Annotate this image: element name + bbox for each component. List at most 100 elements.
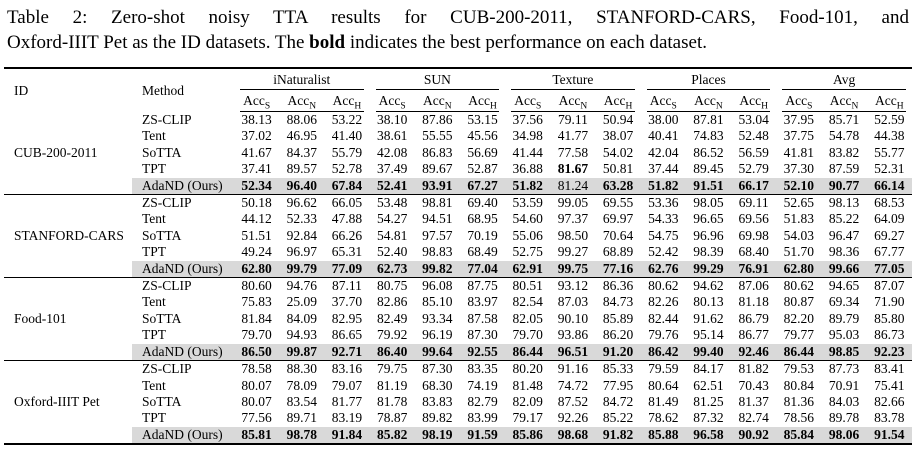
acc-value: 68.40 bbox=[738, 244, 769, 260]
table-row: SoTTA 80.07 83.54 81.77 81.78 83.83 82.79 82.09… bbox=[4, 394, 912, 410]
acc-value: 70.64 bbox=[602, 227, 634, 243]
metric-subscript: N bbox=[309, 101, 317, 112]
acc-value: 83.41 bbox=[866, 360, 912, 378]
acc-value: 54.27 bbox=[376, 211, 408, 227]
acc-value: 96.96 bbox=[693, 227, 724, 243]
acc-value: 77.09 bbox=[324, 260, 370, 278]
acc-value: 41.77 bbox=[557, 128, 589, 144]
acc-value: 96.19 bbox=[422, 327, 453, 343]
acc-value: 37.75 bbox=[783, 128, 815, 144]
acc-value: 90.77 bbox=[821, 177, 867, 195]
acc-value: 74.83 bbox=[693, 128, 724, 144]
acc-value: 85.86 bbox=[505, 426, 551, 445]
acc-value: 68.49 bbox=[467, 244, 498, 260]
acc-value: 38.10 bbox=[376, 112, 408, 127]
acc-value: 92.84 bbox=[286, 227, 317, 243]
acc-value: 36.88 bbox=[512, 161, 543, 177]
acc-value: 42.04 bbox=[648, 144, 679, 160]
acc-value: 65.31 bbox=[331, 244, 363, 260]
acc-value: 79.70 bbox=[241, 327, 272, 343]
acc-value: 89.71 bbox=[286, 410, 317, 426]
acc-value: 80.62 bbox=[776, 277, 822, 295]
results-table: ID Method iNaturalist SUN Texture Places Avg Ac… bbox=[4, 67, 912, 446]
acc-value: 91.51 bbox=[685, 177, 732, 195]
acc-value: 66.14 bbox=[866, 177, 912, 195]
acc-value: 84.72 bbox=[602, 393, 634, 409]
acc-value: 96.62 bbox=[279, 194, 325, 212]
col-header-places-acc-s: AccS bbox=[641, 90, 686, 112]
acc-value: 92.71 bbox=[324, 343, 370, 361]
acc-value: 54.75 bbox=[648, 227, 679, 243]
table-row: AdaND (Ours) 52.34 96.40 67.84 52.41 93.91 67.… bbox=[4, 177, 912, 195]
acc-value: 67.27 bbox=[459, 177, 506, 195]
acc-value: 69.11 bbox=[731, 194, 777, 212]
table-row: TPT 49.24 96.97 65.31 52.40 98.83 68.49 52.75 99… bbox=[4, 244, 912, 260]
acc-value: 89.79 bbox=[828, 310, 860, 326]
acc-value: 80.13 bbox=[693, 294, 724, 310]
acc-value: 83.97 bbox=[467, 294, 498, 310]
acc-value: 86.44 bbox=[776, 343, 822, 361]
table-row: AdaND (Ours) 86.50 99.87 92.71 86.40 99.64 92.… bbox=[4, 343, 912, 361]
acc-value: 79.17 bbox=[512, 410, 543, 426]
table-row: AdaND (Ours) 85.81 98.78 91.84 85.82 98.19 91.… bbox=[4, 426, 912, 445]
acc-value: 87.32 bbox=[693, 410, 724, 426]
acc-value: 79.77 bbox=[783, 327, 815, 343]
acc-value: 87.06 bbox=[731, 277, 777, 295]
acc-value: 98.39 bbox=[693, 244, 724, 260]
acc-value: 98.81 bbox=[414, 194, 460, 212]
acc-value: 41.40 bbox=[331, 128, 363, 144]
acc-value: 86.40 bbox=[369, 343, 415, 361]
acc-value: 37.70 bbox=[331, 294, 363, 310]
metric-subscript: S bbox=[807, 101, 813, 112]
acc-value: 83.82 bbox=[828, 144, 860, 160]
acc-value: 81.25 bbox=[693, 393, 724, 409]
acc-value: 77.58 bbox=[557, 144, 589, 160]
table-row: TPT 79.70 94.93 86.65 79.92 96.19 87.30 79.70 93… bbox=[4, 327, 912, 343]
acc-value: 62.91 bbox=[505, 260, 551, 278]
acc-value: 68.95 bbox=[467, 211, 498, 227]
acc-value: 79.59 bbox=[640, 360, 686, 378]
metric-subscript: N bbox=[715, 101, 723, 112]
acc-value: 85.89 bbox=[602, 310, 634, 326]
acc-value: 98.19 bbox=[414, 426, 460, 445]
table-row: SoTTA 81.84 84.09 82.95 82.49 93.34 87.58 82.05… bbox=[4, 311, 912, 327]
acc-value: 38.00 bbox=[648, 112, 679, 127]
acc-value: 38.13 bbox=[241, 112, 272, 127]
acc-value: 90.92 bbox=[731, 426, 777, 445]
acc-value: 96.58 bbox=[685, 426, 732, 445]
acc-value: 83.78 bbox=[874, 410, 905, 426]
acc-value: 86.36 bbox=[595, 277, 641, 295]
table-row: Oxford-IIIT Pet ZS-CLIP 78.58 88.30 83.16 79.… bbox=[4, 360, 912, 445]
acc-value: 45.56 bbox=[467, 128, 498, 144]
acc-value: 55.79 bbox=[331, 144, 363, 160]
table-row: CUB-200-2011 ZS-CLIP 38.13 88.06 53.22 38.10 8… bbox=[4, 112, 912, 160]
col-group-sun: SUN bbox=[370, 68, 506, 90]
acc-value: 53.04 bbox=[738, 112, 769, 127]
acc-value: 37.02 bbox=[241, 128, 272, 144]
col-header-avg-acc-h: AccH bbox=[866, 90, 912, 112]
acc-value: 82.26 bbox=[648, 294, 679, 310]
acc-value: 52.10 bbox=[776, 177, 822, 195]
col-header-avg-acc-n: AccN bbox=[821, 90, 867, 112]
acc-value: 87.59 bbox=[828, 161, 860, 177]
acc-value: 74.19 bbox=[467, 377, 498, 393]
caption-line-2: Oxford-IIIT Pet as the ID datasets. The … bbox=[7, 30, 909, 55]
acc-value: 34.98 bbox=[512, 128, 543, 144]
acc-value: 53.22 bbox=[331, 112, 363, 127]
acc-value: 37.44 bbox=[648, 161, 679, 177]
caption-text-before-bold: Oxford-IIIT Pet as the ID datasets. The bbox=[7, 32, 305, 53]
method-name: AdaND (Ours) bbox=[132, 260, 234, 278]
metric-subscript: N bbox=[580, 101, 588, 112]
acc-value: 84.73 bbox=[602, 294, 634, 310]
acc-value: 86.52 bbox=[693, 144, 724, 160]
acc-value: 97.57 bbox=[422, 227, 453, 243]
method-name: Tent bbox=[142, 128, 166, 144]
acc-value: 69.34 bbox=[828, 294, 860, 310]
acc-value: 79.11 bbox=[557, 112, 588, 127]
acc-value: 37.95 bbox=[783, 112, 815, 127]
acc-value: 82.66 bbox=[874, 393, 905, 409]
acc-value: 80.75 bbox=[369, 277, 415, 295]
acc-value: 95.14 bbox=[693, 327, 724, 343]
acc-value: 41.44 bbox=[512, 144, 543, 160]
acc-value: 71.90 bbox=[874, 294, 905, 310]
